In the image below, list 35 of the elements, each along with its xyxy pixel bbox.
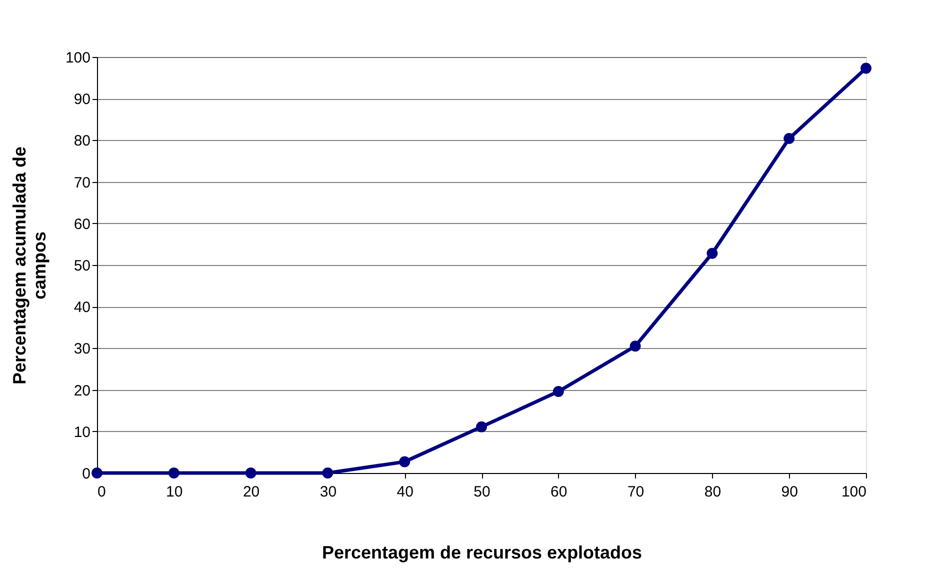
- y-tick-label: 30: [74, 340, 90, 358]
- x-axis-title: Percentagem de recursos explotados: [322, 542, 642, 562]
- y-tick-label: 10: [74, 424, 90, 441]
- x-tick-label: 10: [166, 484, 183, 500]
- y-tick-label: 0: [82, 466, 90, 482]
- x-tick-label: 60: [550, 484, 568, 500]
- x-tick-label: 0: [98, 484, 106, 500]
- point: [245, 468, 256, 478]
- point: [92, 468, 102, 478]
- point: [322, 468, 334, 478]
- x-tick-label: 20: [242, 484, 260, 500]
- point: [706, 248, 718, 259]
- point: [476, 421, 487, 432]
- y-tick-label: 100: [65, 50, 90, 66]
- x-tick-label: 70: [627, 484, 644, 500]
- y-axis-title: Percentagem acumulada de campos: [9, 146, 50, 385]
- y-tick-label: 20: [74, 382, 90, 400]
- x-tick-label: 90: [781, 484, 798, 500]
- x-tick-label: 30: [320, 484, 337, 500]
- y-tick-label: 90: [74, 91, 90, 108]
- y-tick-label: 80: [74, 132, 90, 150]
- y-tick-label: 60: [74, 216, 90, 233]
- y-tick-label: 50: [74, 258, 90, 274]
- x-tick-label: 100: [841, 484, 866, 500]
- x-tick-label: 50: [474, 484, 490, 500]
- point: [860, 62, 872, 74]
- y-tick-label: 40: [74, 299, 90, 316]
- point: [630, 340, 641, 352]
- point: [168, 468, 180, 478]
- point: [399, 456, 410, 468]
- y-tick-label: 70: [74, 174, 90, 192]
- point: [552, 386, 564, 397]
- x-tick-label: 80: [704, 484, 722, 500]
- point: [784, 133, 795, 144]
- x-tick-label: 40: [396, 484, 414, 500]
